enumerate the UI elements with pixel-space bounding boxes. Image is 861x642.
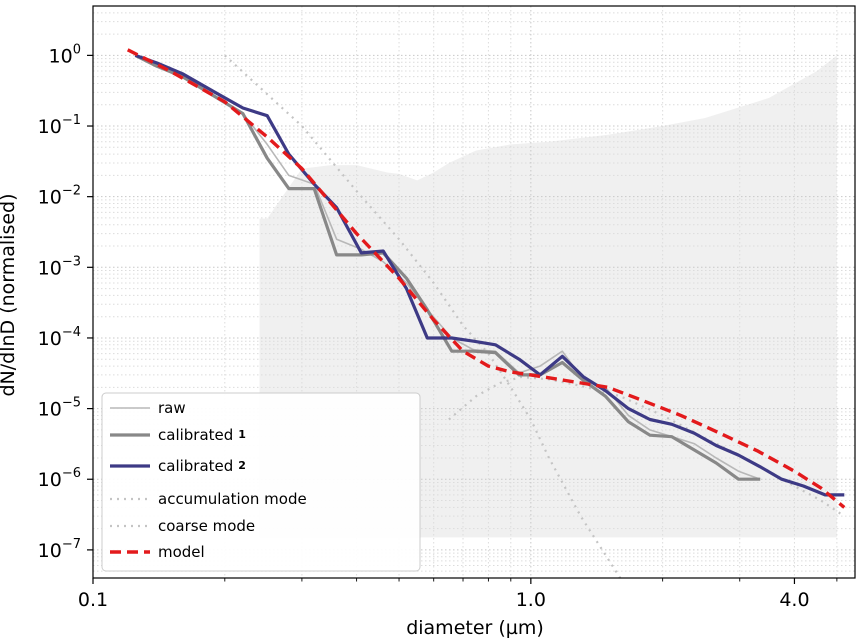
legend-box (101, 392, 421, 572)
axis-labels: diameter (µm) dN/dlnD (normalised) (0, 193, 544, 639)
grid-lines (92, 5, 855, 579)
legend-label: model (158, 543, 205, 561)
y-tick-label: 10−7 (38, 537, 81, 562)
y-tick-label: 10−1 (38, 113, 81, 138)
legend-label: coarse mode (158, 517, 255, 535)
y-tick-label: 10−3 (38, 254, 81, 279)
series-layer (126, 48, 846, 579)
y-tick-label: 10−5 (38, 396, 81, 421)
x-tick-label: 4.0 (779, 589, 809, 611)
legend: raw calibrated 1 calibrated 2 accumulation mo… (101, 392, 421, 572)
y-axis-label: dN/dlnD (normalised) (0, 193, 19, 396)
x-axis-label: diameter (µm) (406, 617, 544, 639)
axes-frame (92, 5, 856, 579)
y-tick-label: 10−4 (38, 325, 81, 350)
y-tick-label: 10−2 (38, 184, 81, 209)
x-tick-label: 1.0 (516, 589, 546, 611)
legend-label: accumulation mode (158, 490, 307, 508)
raw-line (135, 54, 761, 480)
plot-frame (92, 5, 856, 579)
y-axis-ticks: 10−7 10−6 10−5 10−4 10−3 10−2 10−1 100 (38, 42, 93, 562)
x-axis-ticks: 0.1 1.0 4.0 (78, 578, 838, 611)
x-tick-label: 0.1 (78, 589, 108, 611)
calibrated-2-line (134, 53, 845, 497)
y-tick-label: 10−6 (38, 466, 81, 491)
accumulation-mode-line (224, 54, 622, 579)
model-line (126, 48, 846, 509)
legend-label: raw (158, 399, 186, 417)
calibrated-1-line (134, 53, 761, 481)
legend-label: calibrated 1 (158, 426, 246, 444)
y-tick-label: 100 (49, 42, 81, 67)
legend-label: calibrated 2 (158, 457, 246, 475)
